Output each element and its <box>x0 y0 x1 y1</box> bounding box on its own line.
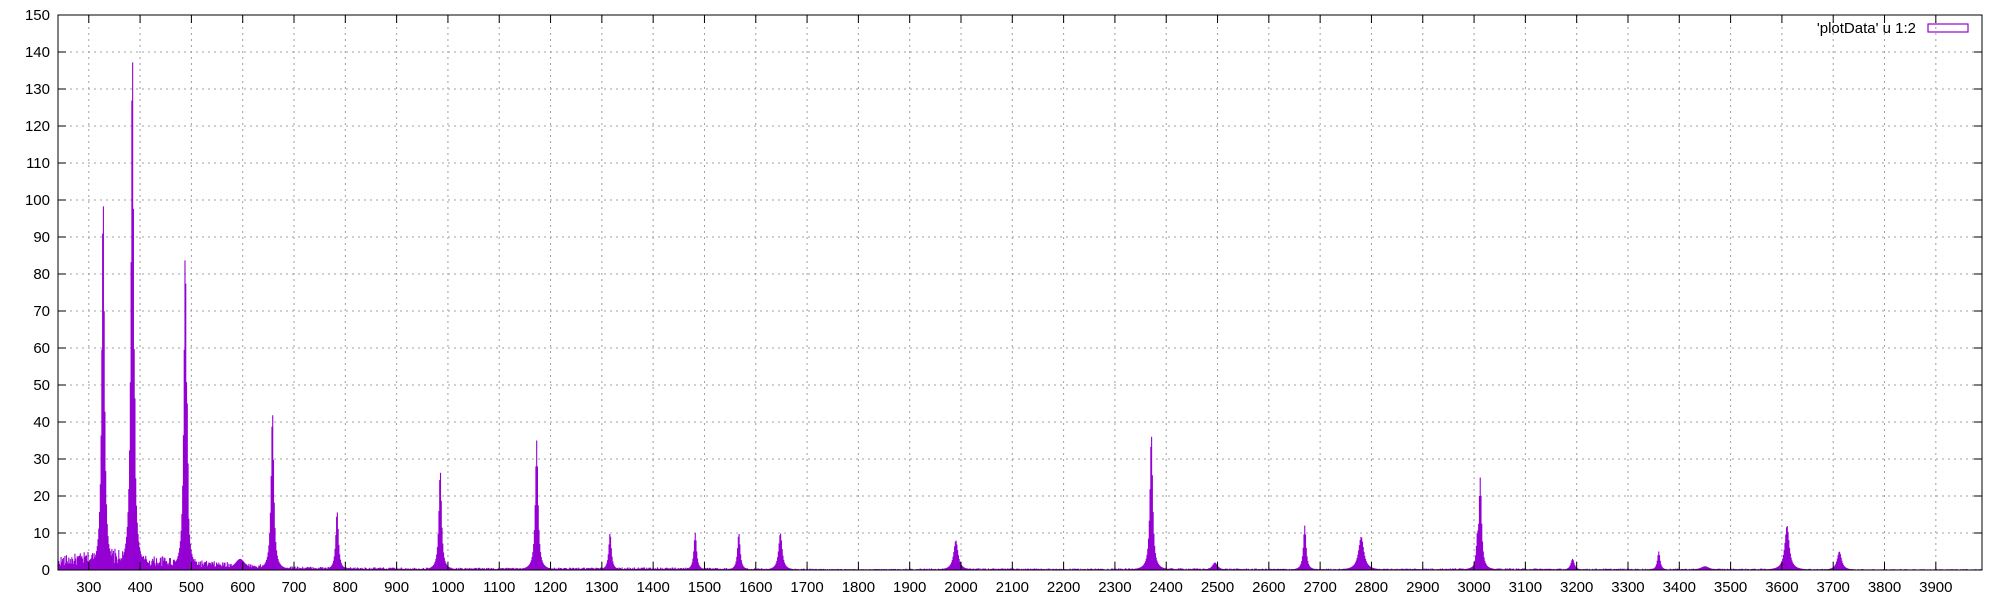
y-tick-label: 10 <box>33 525 50 542</box>
x-tick-label: 3400 <box>1663 579 1696 596</box>
plot-frame <box>57 14 1983 571</box>
legend: 'plotData' u 1:2 <box>1817 20 1969 37</box>
x-tick-label: 2200 <box>1047 579 1080 596</box>
axis-ticks <box>58 14 1982 571</box>
y-tick-label: 50 <box>33 377 50 394</box>
x-tick-label: 3900 <box>1919 579 1952 596</box>
x-tick-label: 2100 <box>996 579 1029 596</box>
x-tick-label: 2900 <box>1406 579 1439 596</box>
x-tick-label: 1300 <box>585 579 618 596</box>
x-tick-label: 600 <box>230 579 255 596</box>
y-tick-label: 0 <box>42 562 50 579</box>
x-tick-label: 1400 <box>636 579 669 596</box>
y-tick-label: 150 <box>25 7 50 24</box>
x-tick-label: 900 <box>384 579 409 596</box>
x-tick-label: 2000 <box>944 579 977 596</box>
y-tick-label: 110 <box>26 155 50 172</box>
x-tick-label: 1200 <box>534 579 567 596</box>
x-tick-label: 3600 <box>1765 579 1798 596</box>
x-tick-label: 300 <box>76 579 101 596</box>
x-tick-label: 400 <box>128 579 153 596</box>
x-tick-label: 500 <box>179 579 204 596</box>
x-tick-label: 2800 <box>1355 579 1388 596</box>
y-tick-label: 90 <box>33 229 50 246</box>
grid-lines <box>58 15 1982 570</box>
legend-swatch <box>1927 23 1969 33</box>
y-tick-label: 70 <box>33 303 50 320</box>
y-tick-label: 20 <box>33 488 50 505</box>
x-tick-label: 3500 <box>1714 579 1747 596</box>
y-tick-label: 80 <box>33 266 50 283</box>
x-tick-label: 3100 <box>1509 579 1542 596</box>
y-tick-label: 40 <box>33 414 50 431</box>
x-tick-label: 2400 <box>1150 579 1183 596</box>
x-tick-label: 1100 <box>483 579 515 596</box>
x-tick-label: 1900 <box>893 579 926 596</box>
x-tick-label: 3700 <box>1817 579 1850 596</box>
x-tick-label: 1000 <box>431 579 464 596</box>
x-tick-label: 2300 <box>1098 579 1131 596</box>
x-tick-label: 2600 <box>1252 579 1285 596</box>
y-tick-label: 30 <box>33 451 50 468</box>
x-tick-label: 700 <box>281 579 306 596</box>
y-tick-label: 120 <box>25 118 50 135</box>
x-tick-label: 2700 <box>1303 579 1336 596</box>
y-tick-label: 100 <box>25 192 50 209</box>
x-tick-label: 1500 <box>688 579 721 596</box>
tick-labels: 0 10 20 30 40 50 60 70 80 90 100 110 120 130 140 150 300… <box>25 7 1953 596</box>
x-tick-label: 1700 <box>790 579 823 596</box>
y-tick-label: 140 <box>25 44 50 61</box>
x-tick-label: 800 <box>333 579 358 596</box>
x-tick-label: 3800 <box>1868 579 1901 596</box>
x-tick-label: 1800 <box>842 579 875 596</box>
y-tick-label: 60 <box>33 340 50 357</box>
x-tick-label: 3000 <box>1457 579 1490 596</box>
x-tick-label: 1600 <box>739 579 772 596</box>
x-tick-label: 2500 <box>1201 579 1234 596</box>
x-tick-label: 3200 <box>1560 579 1593 596</box>
x-tick-label: 3300 <box>1611 579 1644 596</box>
legend-label: 'plotData' u 1:2 <box>1817 20 1916 37</box>
y-tick-label: 130 <box>25 81 50 98</box>
